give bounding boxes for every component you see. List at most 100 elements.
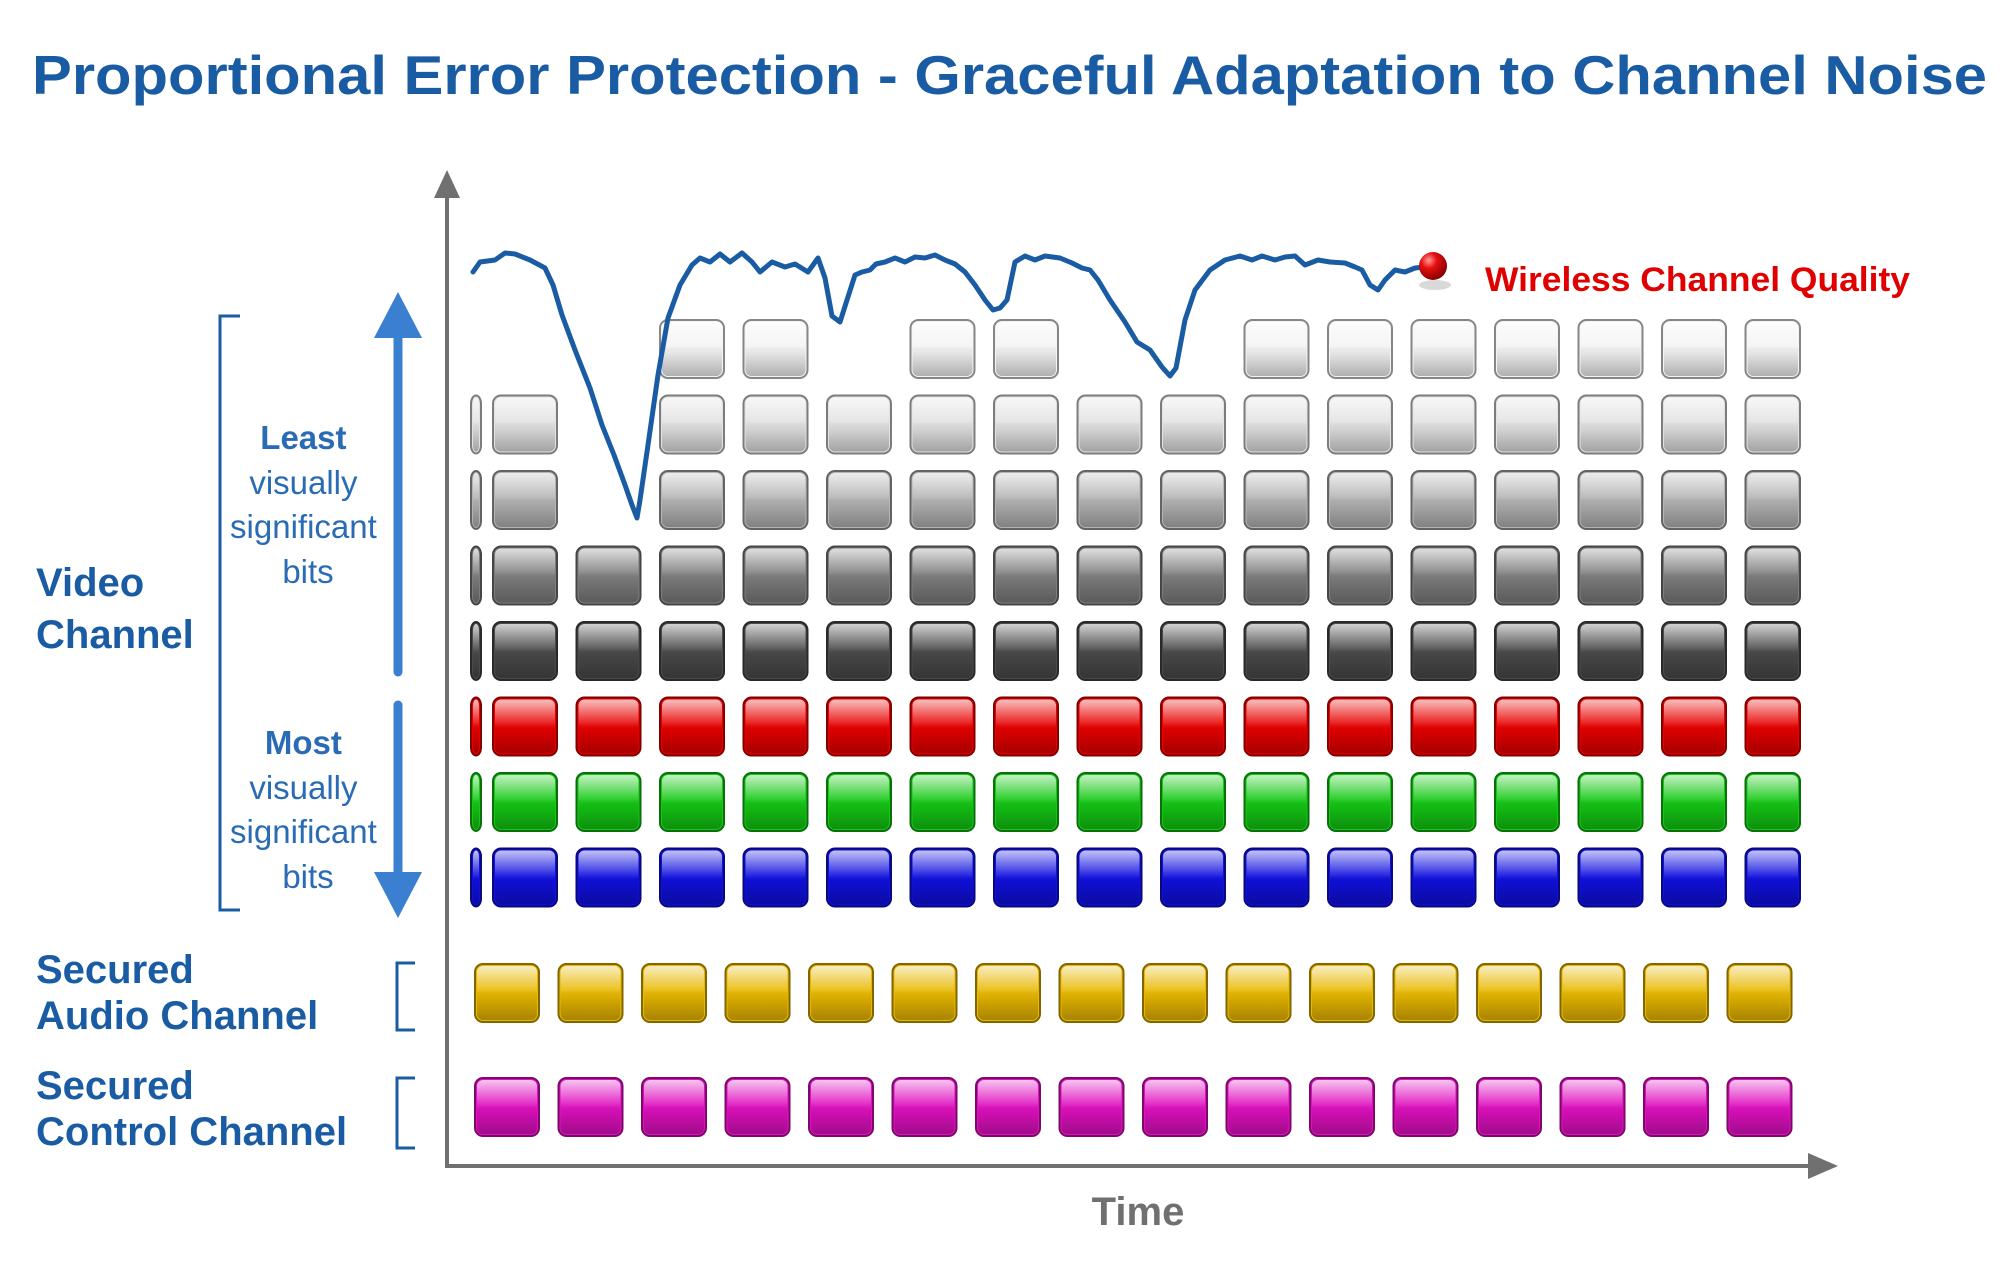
blue-row-block xyxy=(1661,847,1727,908)
green-row-block xyxy=(1577,772,1644,832)
bit-row-5-block xyxy=(1327,470,1393,530)
bit-row-6-block xyxy=(1577,394,1644,455)
bit-row-3-block xyxy=(1494,621,1560,681)
control-channel-label: Secured Control Channel xyxy=(36,1064,347,1154)
red-row-block xyxy=(1661,696,1727,757)
control-row-block xyxy=(891,1077,958,1137)
bit-row-3-block xyxy=(1327,621,1393,681)
audio-row-block xyxy=(724,963,791,1023)
control-row-block xyxy=(975,1077,1041,1137)
green-row-block xyxy=(1076,772,1143,832)
audio-row-block xyxy=(1309,963,1375,1023)
bit-row-4-block xyxy=(492,545,558,606)
bit-row-4-block xyxy=(575,545,642,606)
blue-row-block xyxy=(1577,847,1644,908)
control-row-block xyxy=(808,1077,874,1137)
least-bits-label: Least visually significant bits xyxy=(230,419,386,590)
bit-row-4-block xyxy=(742,545,809,606)
control-row-block xyxy=(641,1077,707,1137)
bit-row-5-block xyxy=(1661,470,1727,530)
green-row-block xyxy=(1661,772,1727,832)
control-row-block xyxy=(724,1077,791,1137)
control-row-block xyxy=(1643,1077,1709,1137)
bit-row-5-block xyxy=(1577,470,1644,530)
red-row-block xyxy=(492,696,558,757)
green-row-block xyxy=(909,772,976,832)
bit-row-5-block xyxy=(909,470,976,530)
red-row-block xyxy=(1076,696,1143,757)
audio-row-block xyxy=(1142,963,1208,1023)
red-row-block xyxy=(1494,696,1560,757)
bit-row-6-block xyxy=(1076,394,1143,455)
audio-row-block xyxy=(891,963,958,1023)
bit-row-6-block xyxy=(1160,394,1226,455)
bit-row-4-block xyxy=(909,545,976,606)
green-row-block xyxy=(1243,772,1310,832)
red-row-block xyxy=(826,696,892,757)
blue-row-block xyxy=(1243,847,1310,908)
blue-row-block xyxy=(1160,847,1226,908)
bit-row-5-block xyxy=(1410,470,1477,530)
bit-row-6-block xyxy=(826,394,892,455)
bit-row-3-block xyxy=(575,621,642,681)
bit-row-5-block xyxy=(1243,470,1310,530)
y-axis-arrowhead xyxy=(434,170,460,198)
time-axis-label: Time xyxy=(1092,1190,1185,1234)
bit-row-3-block xyxy=(993,621,1059,681)
bit-row-3-block xyxy=(1243,621,1310,681)
red-row-block xyxy=(1243,696,1310,757)
significance-down-arrow xyxy=(374,700,422,918)
blue-row-block xyxy=(1494,847,1560,908)
audio-row-block xyxy=(1643,963,1709,1023)
red-row-block xyxy=(909,696,976,757)
bit-row-3-block xyxy=(1076,621,1143,681)
bit-row-6-block xyxy=(742,394,809,455)
audio-row-block xyxy=(1559,963,1626,1023)
bit-row-5-block xyxy=(1160,470,1226,530)
bit-row-6-block xyxy=(1744,394,1801,455)
bit-row-3-block xyxy=(1744,621,1801,681)
green-row-block xyxy=(993,772,1059,832)
bit-row-7-block xyxy=(659,319,725,379)
bit-row-7-block xyxy=(1243,319,1310,379)
control-row-block xyxy=(1392,1077,1459,1137)
green-row-block xyxy=(1744,772,1801,832)
bit-row-5-block xyxy=(993,470,1059,530)
bit-row-5-block xyxy=(826,470,892,530)
bit-row-5-block xyxy=(1494,470,1560,530)
blue-row-edge-block xyxy=(470,847,482,908)
red-row-block xyxy=(742,696,809,757)
bit-row-3-block xyxy=(1410,621,1477,681)
bit-row-4-block xyxy=(1744,545,1801,606)
bit-row-7-block xyxy=(1494,319,1560,379)
bit-row-6-block xyxy=(909,394,976,455)
audio-row-block xyxy=(1058,963,1125,1023)
red-row-block xyxy=(1410,696,1477,757)
control-row-block xyxy=(1726,1077,1793,1137)
green-row-block xyxy=(826,772,892,832)
control-row-block xyxy=(1058,1077,1125,1137)
bit-row-4-block xyxy=(1410,545,1477,606)
red-row-edge-block xyxy=(470,696,482,757)
control-row-block xyxy=(1225,1077,1292,1137)
blue-row-block xyxy=(492,847,558,908)
bit-row-5-block xyxy=(1744,470,1801,530)
bit-row-6-block xyxy=(659,394,725,455)
bit-row-5-block xyxy=(659,470,725,530)
control-row-block xyxy=(474,1077,540,1137)
green-row-edge-block xyxy=(470,772,482,832)
quality-indicator-ball xyxy=(1419,252,1451,290)
bit-row-4-block xyxy=(1577,545,1644,606)
bit-row-6-block xyxy=(1410,394,1477,455)
bit-row-3-block xyxy=(742,621,809,681)
bit-row-3-block xyxy=(1160,621,1226,681)
bit-row-4-block xyxy=(1327,545,1393,606)
bit-row-4-edge-block xyxy=(470,545,482,606)
bit-row-4-block xyxy=(1243,545,1310,606)
blue-row-block xyxy=(575,847,642,908)
blue-row-block xyxy=(909,847,976,908)
red-row-block xyxy=(1160,696,1226,757)
bit-row-6-block xyxy=(1661,394,1727,455)
audio-row-block xyxy=(1476,963,1542,1023)
green-row-block xyxy=(575,772,642,832)
